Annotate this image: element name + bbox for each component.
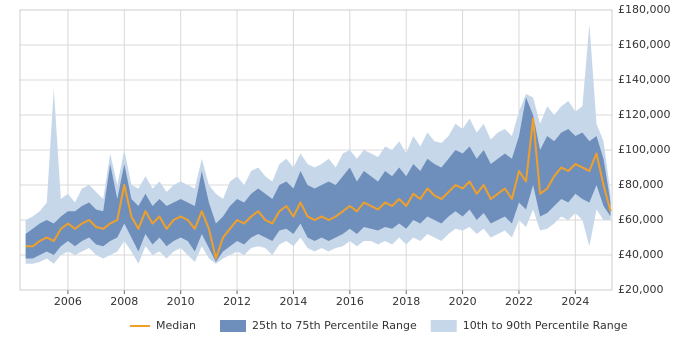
plot-frame <box>19 9 613 291</box>
x-tick-label: 2010 <box>167 295 195 308</box>
legend-label: 10th to 90th Percentile Range <box>463 319 628 332</box>
x-tick-label: 2014 <box>279 295 307 308</box>
y-tick-label: £120,000 <box>618 108 671 121</box>
y-tick-label: £100,000 <box>618 143 671 156</box>
y-tick-label: £80,000 <box>618 178 664 191</box>
x-tick-label: 2024 <box>561 295 589 308</box>
x-tick-label: 2008 <box>110 295 138 308</box>
median-line <box>25 117 612 260</box>
y-tick-label: £40,000 <box>618 248 664 261</box>
x-tick-label: 2020 <box>449 295 477 308</box>
x-tick-label: 2016 <box>336 295 364 308</box>
legend-label: Median <box>156 319 196 332</box>
plot-area <box>25 24 612 264</box>
y-tick-label: £140,000 <box>618 73 671 86</box>
legend-swatch <box>220 320 247 332</box>
legend-swatch <box>430 320 457 332</box>
legend: Median 25th to 75th Percentile Range 10th … <box>130 319 628 332</box>
y-tick-label: £180,000 <box>618 3 671 16</box>
x-tick-label: 2018 <box>392 295 420 308</box>
y-tick-label: £160,000 <box>618 38 671 51</box>
axes: £20,000 £40,000 £60,000 £80,000 £100,000 £120… <box>19 3 671 308</box>
legend-label: 25th to 75th Percentile Range <box>252 319 417 332</box>
x-tick-label: 2022 <box>505 295 533 308</box>
x-tick-label: 2006 <box>54 295 82 308</box>
x-tick-label: 2012 <box>223 295 251 308</box>
y-tick-label: £20,000 <box>618 283 664 296</box>
y-tick-label: £60,000 <box>618 213 664 226</box>
